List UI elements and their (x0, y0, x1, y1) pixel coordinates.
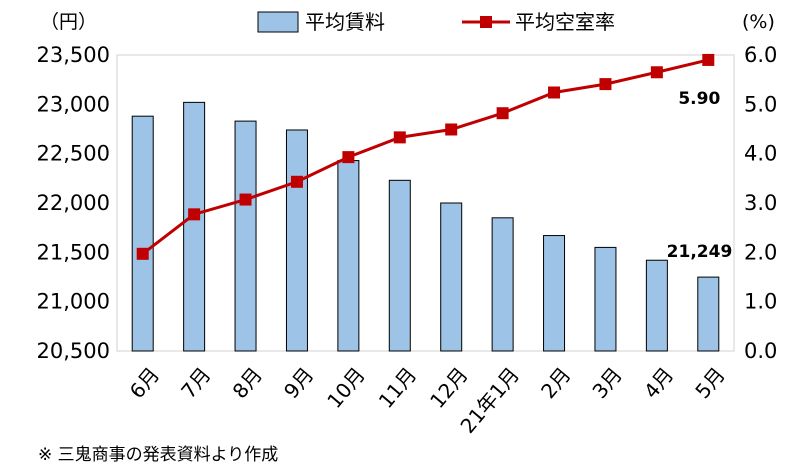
bar-11 (645, 259, 668, 352)
vacancy-point-2 (188, 208, 201, 221)
vacancy-point-8 (496, 107, 509, 120)
left-tick-label: 21,000 (37, 290, 110, 314)
vacancy-point-7 (445, 123, 458, 136)
bar-2 (183, 101, 206, 352)
bar-5 (337, 160, 360, 352)
data-labels: 5.90 21,249 (667, 89, 733, 262)
legend-bar-swatch (257, 11, 299, 33)
right-tick-label: 5.0 (744, 92, 777, 116)
x-tick-label: 12月 (425, 363, 473, 413)
x-tick-label: 10月 (322, 363, 370, 413)
left-tick-label: 20,500 (37, 339, 110, 363)
left-tick-label: 21,500 (37, 240, 110, 264)
x-tick-label: 9月 (279, 363, 318, 404)
line-series (141, 58, 709, 256)
x-tick-label: 5月 (690, 363, 729, 404)
left-axis-ticks: 20,500 21,000 21,500 22,000 22,500 23,000 23,5… (37, 43, 110, 363)
x-tick-label: 7月 (176, 363, 215, 404)
bar-series (131, 101, 720, 352)
legend-line-marker (480, 16, 492, 28)
bar-6 (388, 179, 411, 352)
vacancy-point-10 (599, 78, 612, 91)
plot-area (116, 54, 735, 352)
vacancy-line (141, 58, 709, 256)
x-tick-label: 11月 (374, 363, 422, 413)
right-tick-label: 4.0 (744, 142, 777, 166)
bar-7 (440, 202, 463, 352)
left-tick-label: 23,500 (37, 43, 110, 67)
right-tick-label: 0.0 (744, 339, 777, 363)
bar-9 (543, 235, 566, 352)
bar-1 (131, 115, 154, 352)
legend-label-rent: 平均賃料 (305, 10, 385, 34)
x-tick-label: 2月 (536, 363, 575, 404)
line-markers (136, 53, 715, 260)
bar-8 (491, 217, 514, 352)
left-tick-label: 23,000 (37, 92, 110, 116)
vacancy-point-4 (290, 175, 303, 188)
vacancy-point-9 (548, 86, 561, 99)
vacancy-point-3 (239, 193, 252, 206)
bar-12 (697, 276, 720, 352)
right-tick-label: 6.0 (744, 43, 777, 67)
bar-3 (234, 120, 257, 352)
data-label: 21,249 (667, 242, 733, 262)
data-label: 5.90 (678, 89, 720, 109)
right-tick-label: 1.0 (744, 290, 777, 314)
vacancy-point-5 (342, 151, 355, 164)
left-axis-unit: （円） (40, 11, 97, 33)
bar-4 (285, 129, 308, 352)
x-tick-label: 3月 (588, 363, 627, 404)
left-tick-label: 22,500 (37, 142, 110, 166)
right-axis-ticks: 0.0 1.0 2.0 3.0 4.0 5.0 6.0 (744, 43, 777, 363)
legend: 平均賃料 平均空室率 (257, 10, 615, 34)
vacancy-point-1 (136, 247, 149, 260)
bar-10 (594, 246, 617, 352)
x-tick-label: 8月 (228, 363, 267, 404)
right-tick-label: 3.0 (744, 191, 777, 215)
right-axis-unit: (%) (742, 11, 775, 33)
x-tick-label: 6月 (125, 363, 164, 404)
x-tick-label: 4月 (639, 363, 678, 404)
vacancy-point-11 (650, 66, 663, 79)
vacancy-point-12 (702, 53, 715, 66)
right-tick-label: 2.0 (744, 240, 777, 264)
vacancy-point-6 (393, 131, 406, 144)
source-note: ※ 三鬼商事の発表資料より作成 (38, 445, 279, 465)
left-tick-label: 22,000 (37, 191, 110, 215)
legend-label-vacancy: 平均空室率 (515, 10, 615, 34)
